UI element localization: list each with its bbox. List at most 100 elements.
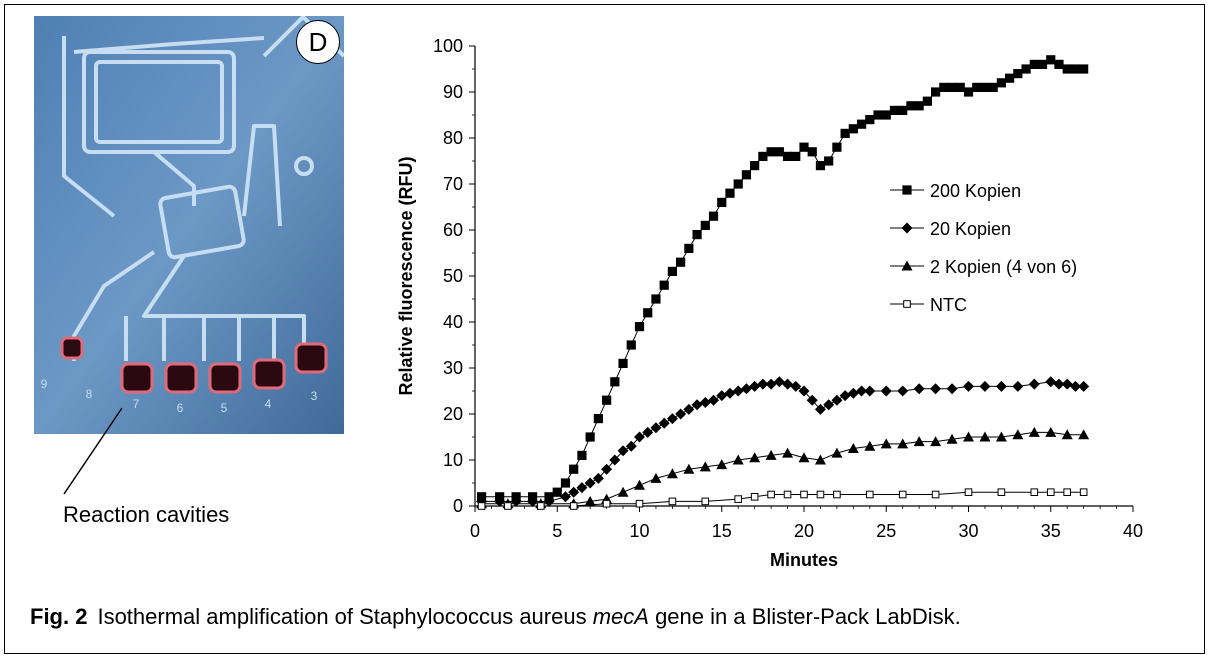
legend-label: NTC <box>930 295 967 315</box>
y-tick-label: 0 <box>453 496 463 516</box>
series-line-3 <box>481 491 1084 507</box>
series-1-point <box>749 380 761 392</box>
callout-label: Reaction cavities <box>63 502 230 527</box>
series-0-point <box>708 211 719 221</box>
series-1-point <box>650 422 662 434</box>
series-1-point <box>1045 376 1057 388</box>
series-1-point <box>724 387 736 399</box>
series-0-point <box>667 266 677 276</box>
series-0-point <box>881 110 891 120</box>
series-2-point <box>782 447 794 458</box>
series-3-point <box>750 493 759 501</box>
y-tick-label: 100 <box>433 36 463 56</box>
series-0-point <box>750 161 760 171</box>
series-2-point <box>814 454 826 465</box>
series-2-point <box>765 449 777 460</box>
cavity-number: 5 <box>221 401 228 415</box>
series-1-point <box>1069 380 1081 392</box>
series-1-point <box>856 385 868 397</box>
series-3-point <box>964 488 973 496</box>
series-0-point <box>643 308 653 318</box>
series-1-point <box>568 486 580 498</box>
series-3-point <box>1046 488 1055 496</box>
cavity-number: 3 <box>311 389 318 403</box>
series-1-point <box>880 385 892 397</box>
series-0-point <box>955 82 965 92</box>
y-tick-label: 70 <box>443 174 463 194</box>
series-0-point <box>914 101 924 111</box>
series-0-point <box>758 151 768 161</box>
series-2-point <box>995 431 1007 442</box>
series-3-point <box>997 488 1006 496</box>
series-3-point <box>833 490 841 499</box>
series-0-point <box>634 322 645 332</box>
series-0-point <box>602 395 612 405</box>
series-3-point <box>701 497 710 506</box>
series-1-point <box>1028 378 1040 390</box>
panel-label: D <box>296 20 340 64</box>
series-1-point <box>847 387 859 399</box>
series-1-point <box>864 385 876 397</box>
series-0-point <box>963 87 974 97</box>
series-1-point <box>757 378 769 390</box>
series-2-point <box>897 438 909 449</box>
x-tick-label: 20 <box>794 521 814 541</box>
x-tick-label: 15 <box>712 521 732 541</box>
series-0-point <box>939 82 949 92</box>
series-2-point <box>584 495 596 506</box>
legend-label: 20 Kopien <box>930 219 1011 239</box>
series-1-point <box>790 380 802 392</box>
series-2-point <box>617 486 629 497</box>
series-2-point <box>864 440 876 451</box>
series-1-point <box>1012 380 1024 392</box>
series-1-point <box>963 380 974 392</box>
labdisk-photo: 9 8 7 6 5 4 3 <box>34 16 344 434</box>
legend-marker <box>901 260 913 271</box>
series-0-point <box>947 82 957 92</box>
y-tick-label: 60 <box>443 220 463 240</box>
series-2-point <box>880 438 892 449</box>
caption-gene: mecA <box>592 604 649 629</box>
series-0-point <box>560 478 571 488</box>
fluorescence-chart: 0 5 10 15 20 25 30 35 40 0 10 20 30 40 50 60 70 80 90 100 Mi… <box>396 36 1143 570</box>
series-3-point <box>1030 488 1039 496</box>
series-3-point <box>602 499 611 508</box>
series-3-point <box>866 490 874 499</box>
series-1-point <box>584 477 596 489</box>
series-0-point <box>972 82 982 92</box>
series-1-point <box>913 383 925 395</box>
series-line-0 <box>481 59 1084 498</box>
series-0-point <box>651 294 661 304</box>
y-tick-label: 40 <box>443 312 463 332</box>
series-2-point <box>847 443 859 453</box>
series-0-point <box>1046 55 1056 65</box>
series-0-point <box>799 142 809 152</box>
series-0-point <box>610 377 620 387</box>
caption-text: Isothermal amplification of Staphylococc… <box>97 604 593 629</box>
series-1-point <box>609 454 621 466</box>
cavity-number: 4 <box>265 397 272 411</box>
series-1-point <box>666 413 678 425</box>
figure-number: Fig. 2 <box>30 604 88 629</box>
series-3-point <box>767 490 775 499</box>
series-3-point <box>734 495 742 503</box>
series-3-point <box>537 502 545 510</box>
series-1-point <box>814 403 826 415</box>
series-0-point <box>832 142 842 152</box>
series-0-point <box>1037 59 1048 69</box>
series-1-point <box>823 399 835 411</box>
series-1-point <box>773 376 785 388</box>
series-0-point <box>1013 69 1023 79</box>
series-line-1 <box>481 381 1084 502</box>
series-2-point <box>930 436 942 447</box>
series-2-point <box>1078 429 1090 440</box>
series-0-point <box>865 115 875 125</box>
series-2-point <box>1045 426 1057 437</box>
series-0-point <box>766 147 776 157</box>
series-0-point <box>585 432 595 442</box>
series-3-point <box>569 502 578 510</box>
series-0-point <box>700 220 710 230</box>
series-1-point <box>995 380 1007 392</box>
series-3-point <box>800 490 808 499</box>
